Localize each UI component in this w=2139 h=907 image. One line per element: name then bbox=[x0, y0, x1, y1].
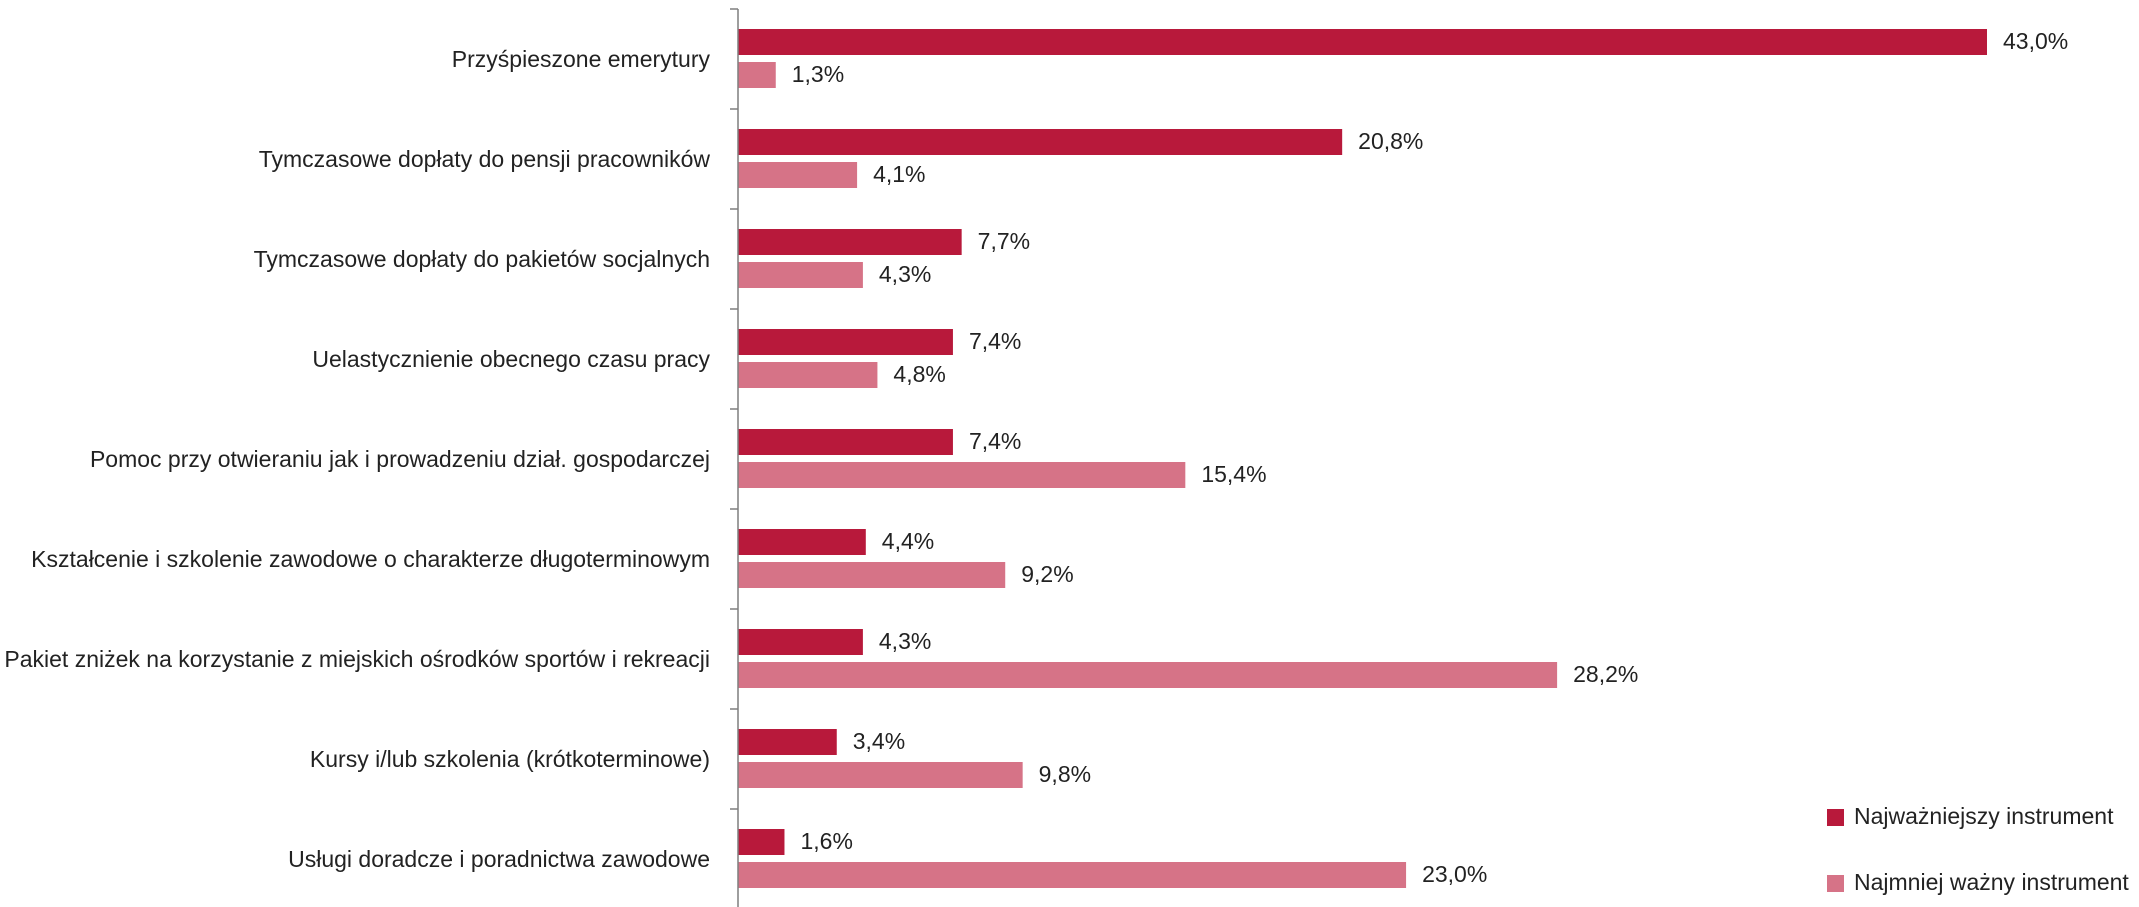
labels-layer: Przyśpieszone emerytury 43,0% 1,3% Tymczaso… bbox=[4, 28, 2068, 887]
data-label: 28,2% bbox=[1573, 661, 1638, 687]
category-label: Pakiet zniżek na korzystanie z miejskich… bbox=[4, 646, 710, 672]
bar-most-important bbox=[738, 729, 837, 755]
data-label: 23,0% bbox=[1422, 861, 1487, 887]
bar-most-important bbox=[738, 129, 1343, 155]
category-label: Usługi doradcze i poradnictwa zawodowe bbox=[288, 846, 710, 872]
data-label: 4,1% bbox=[873, 161, 925, 187]
data-label: 20,8% bbox=[1358, 128, 1423, 154]
data-label: 1,6% bbox=[800, 828, 852, 854]
bar-least-important bbox=[738, 262, 863, 288]
category-axis bbox=[730, 8, 739, 907]
bar-most-important bbox=[738, 229, 962, 255]
data-label: 7,4% bbox=[969, 428, 1021, 454]
data-label: 7,7% bbox=[978, 228, 1030, 254]
data-label: 9,8% bbox=[1039, 761, 1091, 787]
bar-least-important bbox=[738, 562, 1006, 588]
data-label: 1,3% bbox=[792, 61, 844, 87]
bar-most-important bbox=[738, 329, 953, 355]
data-label: 7,4% bbox=[969, 328, 1021, 354]
data-label: 4,4% bbox=[882, 528, 934, 554]
bar-least-important bbox=[738, 462, 1186, 488]
bar-least-important bbox=[738, 662, 1558, 688]
bar-most-important bbox=[738, 29, 1987, 55]
legend-label: Najmniej ważny instrument bbox=[1854, 869, 2129, 895]
bars-layer bbox=[738, 29, 1987, 888]
bar-most-important bbox=[738, 629, 863, 655]
bar-least-important bbox=[738, 362, 878, 388]
data-label: 4,3% bbox=[879, 261, 931, 287]
bar-most-important bbox=[738, 429, 953, 455]
data-label: 4,8% bbox=[893, 361, 945, 387]
legend-swatch bbox=[1827, 809, 1844, 826]
category-label: Uelastycznienie obecnego czasu pracy bbox=[312, 346, 710, 372]
bar-most-important bbox=[738, 529, 866, 555]
category-label: Tymczasowe dopłaty do pensji pracowników bbox=[259, 146, 711, 172]
bar-least-important bbox=[738, 62, 776, 88]
legend: Najważniejszy instrument Najmniej ważny i… bbox=[1827, 803, 2129, 895]
data-label: 3,4% bbox=[853, 728, 905, 754]
data-label: 9,2% bbox=[1021, 561, 1073, 587]
category-label: Kursy i/lub szkolenia (krótkoterminowe) bbox=[310, 746, 710, 772]
data-label: 15,4% bbox=[1201, 461, 1266, 487]
data-label: 4,3% bbox=[879, 628, 931, 654]
category-label: Przyśpieszone emerytury bbox=[452, 46, 711, 72]
data-label: 43,0% bbox=[2003, 28, 2068, 54]
category-label: Kształcenie i szkolenie zawodowe o chara… bbox=[31, 546, 710, 572]
legend-label: Najważniejszy instrument bbox=[1854, 803, 2114, 829]
legend-swatch bbox=[1827, 875, 1844, 892]
category-label: Pomoc przy otwieraniu jak i prowadzeniu … bbox=[90, 446, 710, 472]
bar-most-important bbox=[738, 829, 785, 855]
bar-least-important bbox=[738, 762, 1023, 788]
category-label: Tymczasowe dopłaty do pakietów socjalnyc… bbox=[254, 246, 710, 272]
bar-least-important bbox=[738, 862, 1407, 888]
bar-least-important bbox=[738, 162, 858, 188]
